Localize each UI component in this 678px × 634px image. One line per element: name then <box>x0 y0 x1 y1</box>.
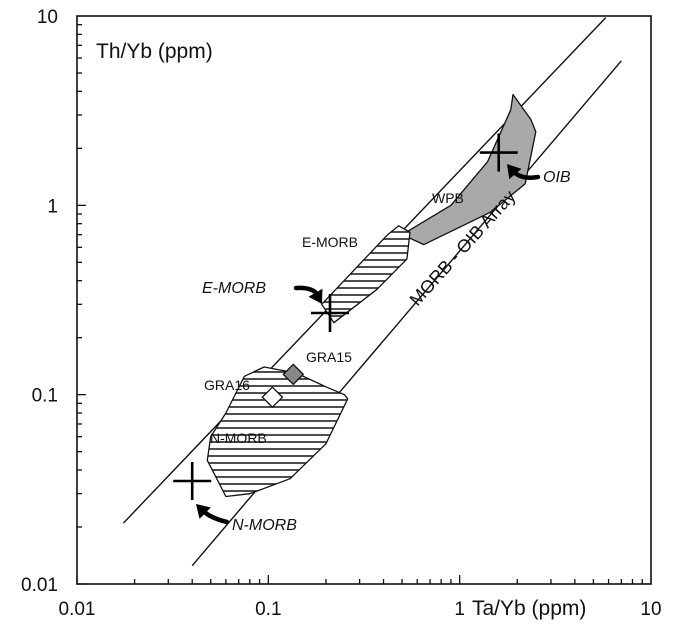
field-wpb <box>401 93 537 246</box>
ref-e-morb-cross <box>310 293 349 332</box>
sample-gra15-marker <box>282 363 305 386</box>
y-tick-label: 0.1 <box>32 386 58 407</box>
field-label-wpb: WPB <box>432 190 464 206</box>
y-axis-title: Th/Yb (ppm) <box>96 40 213 63</box>
arrow-n-morb <box>196 504 230 525</box>
y-tick-label: 0.01 <box>21 575 58 596</box>
frame-layer <box>76 15 652 585</box>
ref-label-n-morb: N-MORB <box>232 517 297 534</box>
plot-frame <box>76 15 652 585</box>
field-layer <box>206 93 537 498</box>
field-label-n-morb: N-MORB <box>210 430 267 446</box>
marker-layer <box>173 133 541 525</box>
field-label-e-morb: E-MORB <box>302 234 358 250</box>
ref-label-e-morb: E-MORB <box>202 280 266 297</box>
y-tick-label: 1 <box>47 196 58 217</box>
ref-label-oib: OIB <box>543 169 571 186</box>
arrow-oib <box>507 164 541 180</box>
x-tick-label: 1 <box>454 599 465 620</box>
arrow-oib-head <box>507 164 522 180</box>
arrow-e-morb <box>293 285 323 304</box>
ref-oib-cross <box>479 133 518 172</box>
sample-label-gra16: GRA16 <box>204 377 250 393</box>
arrow-n-morb-head <box>196 504 211 519</box>
x-tick-label: 10 <box>640 599 661 620</box>
field-e-morb <box>321 225 411 324</box>
y-tick-label: 10 <box>37 7 58 28</box>
x-tick-label: 0.01 <box>59 599 96 620</box>
sample-label-gra15: GRA15 <box>306 349 352 365</box>
x-tick-label: 0.1 <box>255 599 281 620</box>
sample-gra16-marker <box>261 386 284 409</box>
x-axis-title: Ta/Yb (ppm) <box>472 597 586 620</box>
arrow-e-morb-head <box>308 288 323 304</box>
ref-n-morb-cross <box>173 461 212 500</box>
